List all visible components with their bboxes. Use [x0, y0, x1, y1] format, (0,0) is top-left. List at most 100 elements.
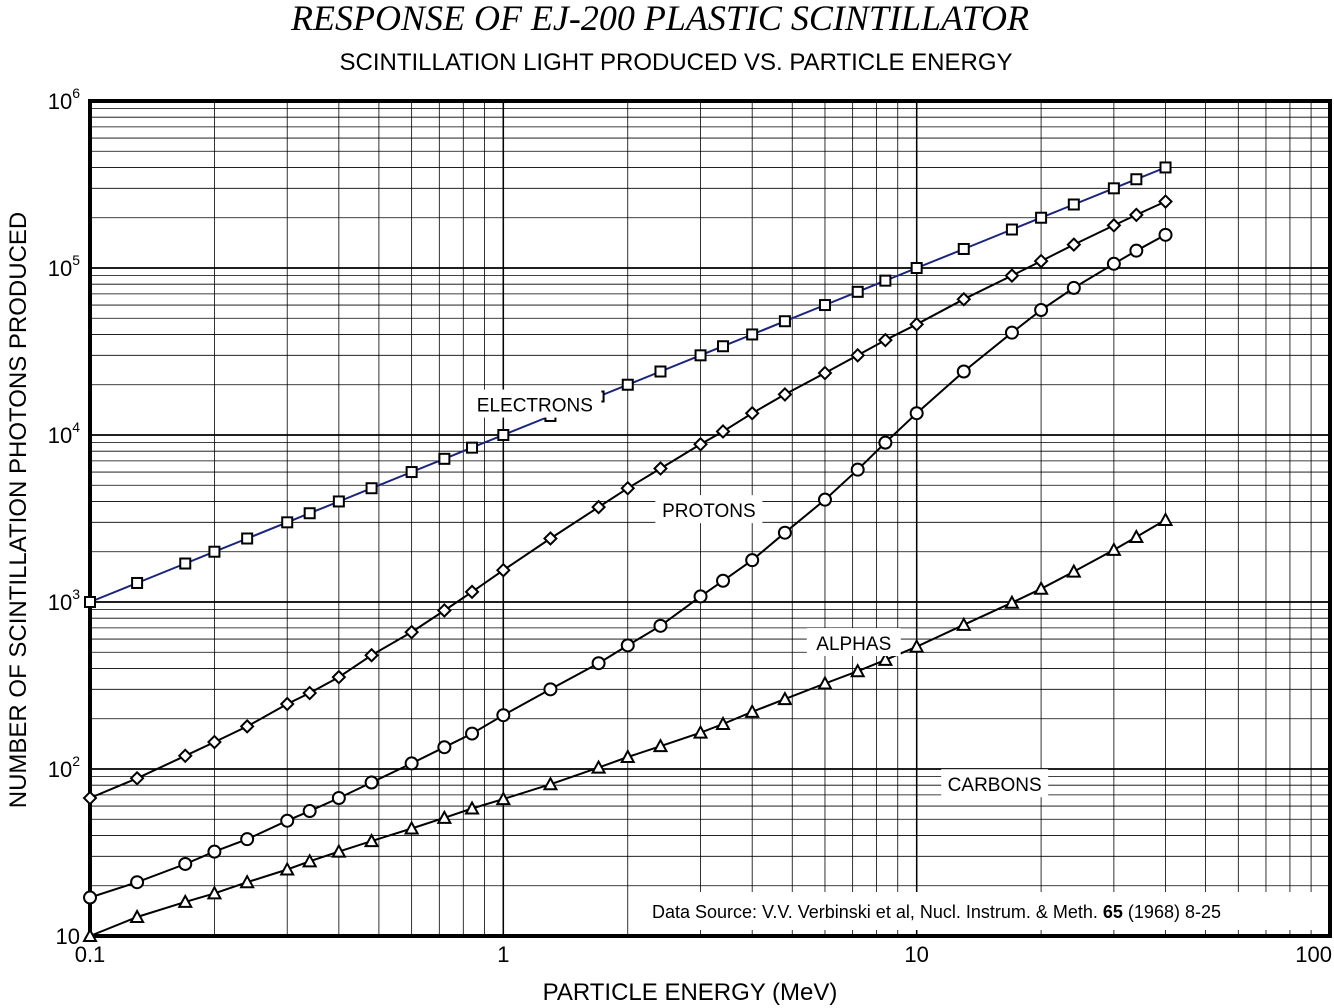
- series-label-text: ALPHAS: [816, 634, 891, 655]
- data-point-circle: [716, 573, 731, 588]
- data-point-square: [1159, 161, 1172, 174]
- data-point-circle: [207, 844, 222, 859]
- y-tick-label: 103: [48, 586, 80, 615]
- y-tick-base: 10: [48, 89, 72, 114]
- series-layer: [82, 161, 1174, 942]
- data-point-circle: [1106, 256, 1121, 271]
- data-point-square: [303, 507, 316, 520]
- data-point-diamond: [177, 748, 193, 764]
- data-point-triangle: [850, 663, 866, 678]
- data-point-triangle: [1004, 594, 1020, 609]
- data-point-square: [957, 242, 970, 255]
- y-tick-base: 10: [48, 757, 72, 782]
- series-label-protons: PROTONS: [655, 495, 763, 524]
- data-point-diamond: [129, 770, 145, 786]
- data-point-square: [438, 452, 451, 465]
- series-alphas: [83, 227, 1173, 905]
- y-tick-base: 10: [48, 423, 72, 448]
- data-point-triangle: [301, 853, 318, 868]
- data-point-square: [879, 274, 892, 287]
- chart-subtitle: SCINTILLATION LIGHT PRODUCED VS. PARTICL…: [339, 49, 1012, 76]
- data-point-square: [910, 262, 923, 274]
- data-point-triangle: [777, 691, 793, 706]
- data-point-diamond: [777, 386, 793, 402]
- series-label-text: CARBONS: [948, 775, 1042, 796]
- y-axis-title: NUMBER OF SCINTILLATION PHOTONS PRODUCED: [5, 212, 32, 809]
- data-point-square: [179, 557, 192, 570]
- data-point-triangle: [542, 776, 559, 791]
- data-point-diamond: [279, 696, 295, 712]
- data-point-diamond: [364, 647, 379, 663]
- plot-frame: [88, 99, 1332, 938]
- data-source-volume: 65: [1103, 902, 1123, 922]
- data-point-diamond: [877, 332, 893, 348]
- series-carbons: [82, 511, 1174, 942]
- label-background: [655, 495, 763, 524]
- data-point-triangle: [877, 651, 894, 666]
- data-point-diamond: [404, 624, 420, 640]
- data-point-circle: [693, 589, 708, 604]
- data-point-diamond: [591, 499, 606, 515]
- data-point-triangle: [82, 927, 98, 942]
- data-point-circle: [83, 890, 97, 905]
- data-point-square: [1067, 198, 1080, 211]
- data-point-circle: [620, 638, 635, 653]
- data-point-diamond: [744, 405, 760, 421]
- data-point-square: [1107, 182, 1120, 195]
- data-point-diamond: [1066, 237, 1082, 253]
- data-point-circle: [302, 804, 317, 819]
- data-point-diamond: [207, 734, 222, 750]
- y-tick-exponent: 4: [72, 419, 80, 435]
- data-point-triangle: [744, 703, 760, 718]
- y-tick-base: 10: [48, 590, 72, 615]
- data-point-square: [717, 340, 730, 353]
- x-tick-label: 0.1: [75, 942, 106, 967]
- y-tick-base: 10: [48, 256, 72, 281]
- data-point-circle: [1004, 325, 1019, 340]
- data-point-circle: [240, 832, 255, 847]
- data-point-triangle: [1106, 541, 1122, 556]
- y-tick-exponent: 5: [72, 252, 80, 268]
- data-point-square: [778, 315, 791, 328]
- data-point-triangle: [1066, 563, 1082, 578]
- data-point-triangle: [692, 724, 709, 739]
- data-point-circle: [1066, 280, 1081, 295]
- y-tick-base: 10: [56, 924, 80, 949]
- data-source-suffix: (1968) 8-25: [1123, 902, 1221, 922]
- data-point-triangle: [279, 861, 295, 876]
- data-point-diamond: [464, 584, 480, 600]
- data-point-circle: [1129, 243, 1144, 258]
- data-point-diamond: [543, 531, 558, 546]
- data-point-circle: [280, 813, 295, 828]
- data-point-diamond: [817, 365, 833, 381]
- y-tick-exponent: 2: [72, 753, 80, 769]
- data-point-triangle: [620, 748, 636, 763]
- data-point-square: [281, 516, 294, 529]
- data-source-prefix: Data Source: V.V. Verbinski et al, Nucl.…: [652, 902, 1103, 922]
- data-point-square: [621, 378, 634, 391]
- data-point-square: [1130, 173, 1143, 186]
- data-point-circle: [591, 656, 606, 671]
- data-point-triangle: [206, 885, 223, 900]
- data-point-square: [131, 576, 144, 589]
- series-label-text: PROTONS: [662, 501, 756, 522]
- data-point-diamond: [1033, 253, 1049, 269]
- data-point-triangle: [1128, 528, 1145, 544]
- data-point-circle: [909, 406, 924, 421]
- data-point-triangle: [652, 738, 669, 753]
- data-point-square: [405, 466, 418, 479]
- data-point-circle: [956, 364, 971, 379]
- data-point-square: [818, 299, 831, 312]
- data-point-square: [365, 482, 378, 495]
- data-point-circle: [130, 875, 145, 890]
- y-tick-exponent: 3: [72, 586, 80, 602]
- y-tick-label: 105: [48, 252, 80, 281]
- x-tick-labels: 0.1 1 10 100: [75, 942, 1332, 967]
- data-point-triangle: [817, 675, 833, 690]
- data-point-diamond: [1158, 194, 1173, 209]
- data-point-diamond: [331, 669, 347, 685]
- data-point-triangle: [464, 800, 480, 815]
- data-point-circle: [364, 775, 379, 790]
- y-tick-label: 104: [48, 419, 80, 448]
